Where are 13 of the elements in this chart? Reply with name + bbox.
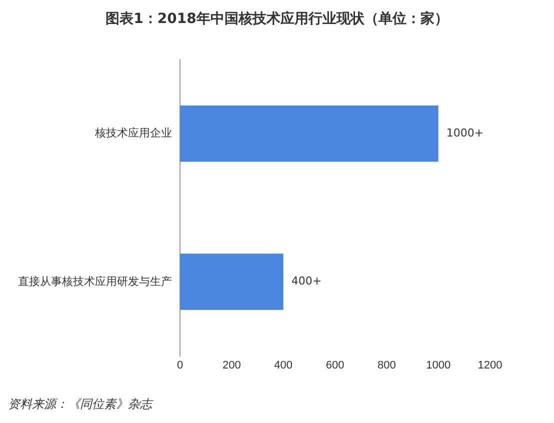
x-tick-label: 800 <box>377 359 396 372</box>
x-tick-label: 1200 <box>478 359 502 372</box>
x-tick-label: 400 <box>274 359 293 372</box>
y-tick-label: 直接从事核技术应用研发与生产 <box>18 274 172 288</box>
data-label: 1000+ <box>446 126 484 140</box>
x-tick-label: 0 <box>176 359 184 372</box>
x-tick-label: 600 <box>326 359 344 372</box>
x-tick-label: 200 <box>222 359 241 372</box>
data-label: 400+ <box>291 274 322 288</box>
y-tick-label: 核技术应用企业 <box>94 126 172 140</box>
chart-title: 图表1：2018年中国核技术应用行业现状（单位：家） <box>104 10 450 28</box>
text: 资料来源：《同位素》杂志 <box>8 396 152 413</box>
x-tick-label: 1000 <box>426 359 451 372</box>
